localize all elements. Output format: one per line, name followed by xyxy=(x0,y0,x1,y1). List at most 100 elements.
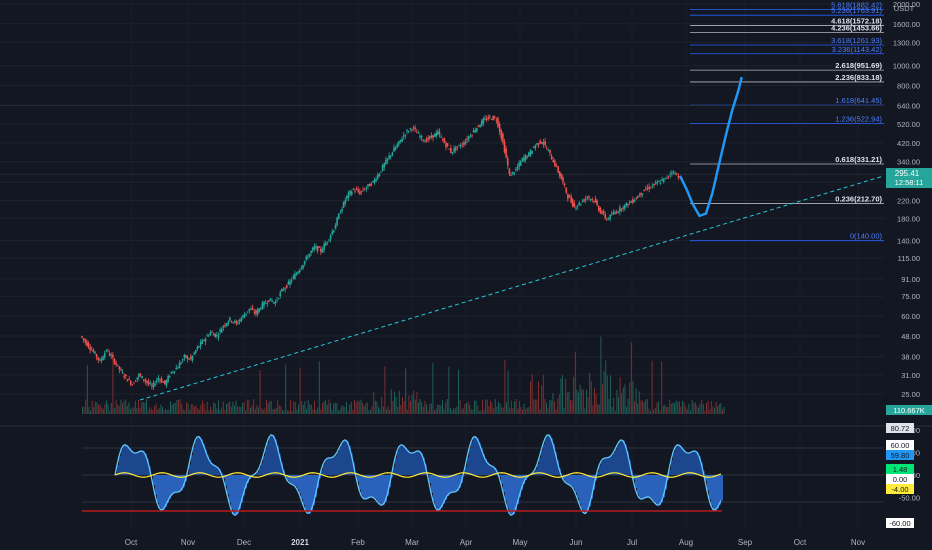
candle-body xyxy=(354,190,356,192)
time-axis[interactable]: Oct Nov Dec 2021 Feb Mar Apr May Jun Jul Aug Sep Oct… xyxy=(125,538,865,547)
candle-body xyxy=(181,359,184,361)
volume-bar xyxy=(354,399,355,414)
volume-bar xyxy=(472,409,474,414)
indicator-tag-label: -60.00 xyxy=(889,519,910,528)
histogram-bar xyxy=(695,450,697,475)
histogram-bar xyxy=(707,475,709,491)
histogram-bar xyxy=(679,445,681,475)
candle-body xyxy=(438,131,441,135)
volume-bar xyxy=(597,404,599,414)
indicator-tag xyxy=(886,423,914,433)
histogram-bar xyxy=(661,475,663,503)
volume-bar xyxy=(422,406,424,414)
histogram-bar xyxy=(537,464,539,475)
volume-bar xyxy=(322,403,323,414)
histogram-bar xyxy=(147,458,149,475)
volume-bar xyxy=(157,409,159,414)
histogram-bar xyxy=(265,449,267,475)
candle-body xyxy=(401,138,403,142)
volume-bar xyxy=(171,404,173,414)
candle-body xyxy=(441,139,444,141)
candle-body xyxy=(466,139,468,141)
histogram-bar xyxy=(553,444,555,475)
volume-bar xyxy=(160,404,162,414)
candle-body xyxy=(217,335,220,338)
candle-body xyxy=(292,276,295,279)
candle-body xyxy=(620,208,623,210)
candle-body xyxy=(94,352,96,354)
volume-bar xyxy=(229,401,231,414)
candle-body xyxy=(302,265,304,269)
candle-body xyxy=(516,166,519,170)
volume-bar xyxy=(293,401,295,414)
candle-body xyxy=(310,250,312,254)
candle-body xyxy=(458,145,460,146)
volume-bar xyxy=(701,399,703,414)
volume-bar xyxy=(232,401,234,414)
candle-body xyxy=(168,376,171,377)
candle-body xyxy=(212,334,215,336)
histogram-bar xyxy=(361,475,363,496)
histogram-bar xyxy=(145,453,147,475)
last-price: 295.41 xyxy=(895,169,920,178)
candle-body xyxy=(204,338,207,342)
volume-bar xyxy=(310,404,312,414)
volume-bar xyxy=(272,409,274,414)
candle-body xyxy=(526,156,529,158)
volume-bar xyxy=(147,410,149,414)
candle-body xyxy=(90,349,93,351)
histogram-bar xyxy=(299,475,301,494)
price-axis[interactable]: 2000.00 1600.00 1300.00 1000.00 800.00 640.00… xyxy=(893,0,920,399)
volume-bar xyxy=(592,405,594,414)
volume-bar xyxy=(107,404,109,414)
histogram-bar xyxy=(443,475,445,504)
trend-line[interactable] xyxy=(139,175,885,401)
histogram-bar xyxy=(279,453,281,475)
volume-bar xyxy=(355,402,357,414)
volume-bar xyxy=(106,400,107,414)
candle-body xyxy=(295,273,298,276)
volume-bar xyxy=(301,401,303,414)
candle-body xyxy=(614,212,616,215)
volume-bar xyxy=(381,396,383,414)
candle-body xyxy=(126,379,129,382)
volume-bar xyxy=(414,399,416,414)
volume-bar xyxy=(382,406,384,414)
candle-body xyxy=(508,168,511,174)
volume-bar xyxy=(586,389,587,414)
histogram-bar xyxy=(615,449,617,475)
volume-bar xyxy=(650,410,651,414)
candle-body xyxy=(368,183,371,187)
volume-bar xyxy=(488,405,490,414)
volume-bar xyxy=(469,404,471,414)
histogram-bar xyxy=(677,444,679,475)
candle-body xyxy=(589,199,592,200)
projection-path[interactable] xyxy=(678,76,743,218)
candle-body xyxy=(385,159,387,165)
volume-bar xyxy=(91,400,93,414)
histogram-bar xyxy=(535,469,537,475)
volume-bar xyxy=(419,398,421,414)
candle-body xyxy=(86,340,88,346)
candle-body xyxy=(363,189,366,191)
volume-bar xyxy=(531,374,533,414)
histogram-bar xyxy=(259,468,261,475)
histogram-bar xyxy=(663,475,665,498)
volume-bar xyxy=(470,409,472,414)
volume-bar xyxy=(630,342,632,414)
candle-body xyxy=(437,131,439,135)
volume-bar xyxy=(346,402,347,414)
histogram-bar xyxy=(349,445,351,475)
candle-body xyxy=(253,311,256,313)
volume-bar xyxy=(219,409,221,414)
volume-bar xyxy=(376,401,378,414)
volume-bar xyxy=(606,375,608,414)
volume-bar xyxy=(654,407,656,414)
time-tick-label: Aug xyxy=(679,538,693,547)
volume-bar xyxy=(539,409,541,414)
candle-body xyxy=(472,130,475,133)
indicator-tag-label: 0.00 xyxy=(893,475,908,484)
histogram-bar xyxy=(433,475,435,502)
volume-bar xyxy=(522,409,523,414)
